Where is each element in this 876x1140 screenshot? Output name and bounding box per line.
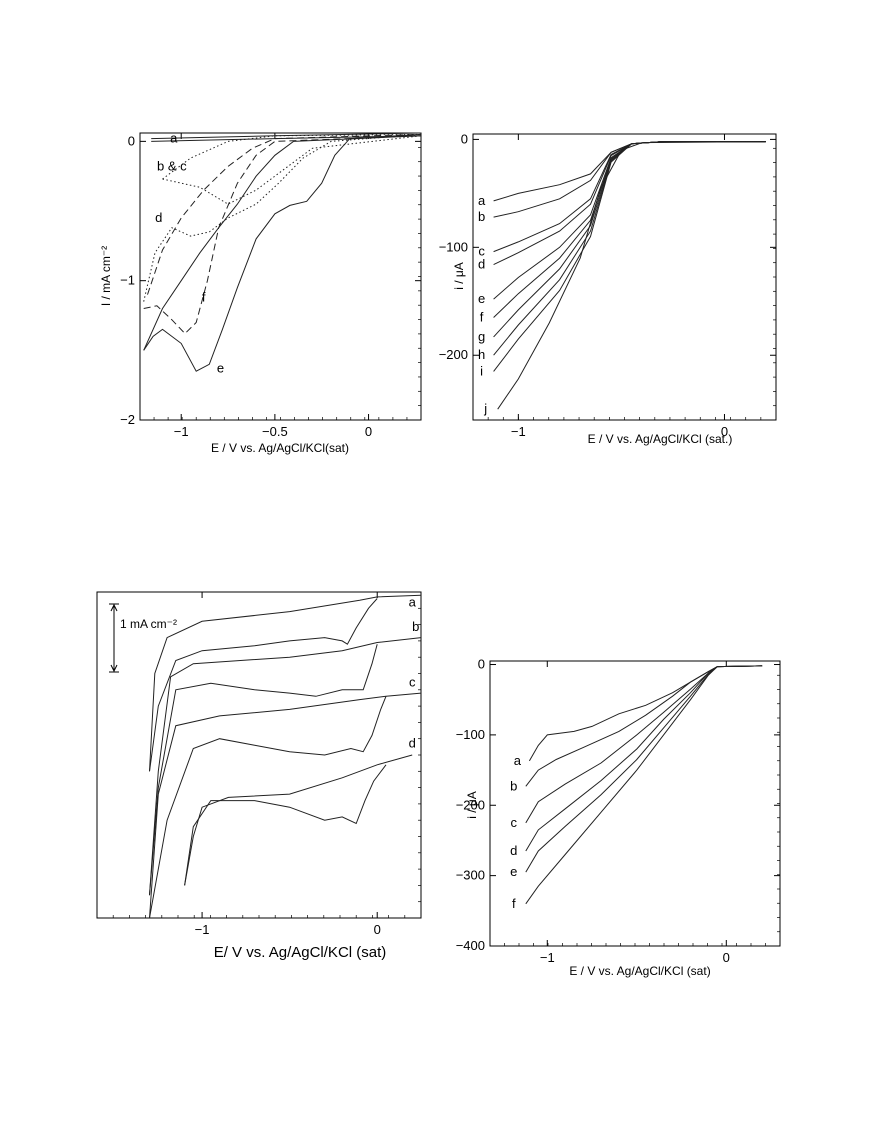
series-label: d [478, 257, 485, 272]
series-line-e [525, 665, 763, 873]
series-line-f [493, 141, 766, 318]
x-axis-label: E/ V vs. Ag/AgCl/KCl (sat) [214, 944, 387, 961]
series-line-h [493, 141, 766, 356]
y-tick-label: −2 [120, 412, 135, 427]
series-label: e [478, 291, 485, 306]
y-tick-label: −100 [456, 727, 485, 742]
series-line-d [525, 665, 763, 852]
plot-frame [96, 591, 422, 919]
panel-p1: −1 −0.5 0 0 −1 −2 E / V vs. Ag/AgCl/KCl(sat) I … [99, 131, 422, 455]
panel-p3: −1 0 E/ V vs. Ag/AgCl/KCl (sat) ab c d 1 mA cm… [96, 591, 422, 961]
series-line [151, 135, 422, 142]
arrow-down-icon [110, 664, 118, 673]
series-line-i [493, 141, 766, 372]
series-line-a [493, 141, 766, 202]
series-line [143, 135, 422, 351]
series-line-a [149, 594, 422, 772]
y-tick-label: 0 [461, 131, 468, 146]
series-label: e [217, 360, 224, 375]
series-label: d [155, 210, 162, 225]
series-line [162, 135, 422, 205]
x-tick-label: −1 [540, 950, 555, 965]
x-tick-label: 0 [374, 922, 381, 937]
x-axis-label: E / V vs. Ag/AgCl/KCl (sat) [569, 964, 710, 978]
y-tick-label: −400 [456, 938, 485, 953]
x-tick-label: 0 [721, 424, 728, 439]
series-line-j [497, 141, 766, 410]
series-label: e [510, 864, 517, 879]
x-axis-label: E / V vs. Ag/AgCl/KCl (sat.) [588, 432, 733, 446]
series-line-b [525, 665, 763, 787]
plot-frame [489, 660, 781, 947]
scale-bar-label: 1 mA cm⁻² [120, 617, 177, 631]
series-line-c [525, 665, 763, 824]
series-line-a [528, 665, 763, 762]
series-label: c [409, 675, 416, 690]
series-label: f [512, 896, 516, 911]
series-line-d [184, 764, 387, 886]
y-tick-label: −100 [439, 239, 468, 254]
series-label: a [170, 131, 178, 146]
series-line-e [493, 141, 766, 300]
series-line-c [149, 692, 422, 919]
series-label: b & c [157, 158, 187, 173]
series-label: j [483, 401, 487, 416]
y-tick-label: −200 [456, 797, 485, 812]
x-axis-label: E / V vs. Ag/AgCl/KCl(sat) [211, 441, 349, 455]
x-tick-label: −1 [511, 424, 526, 439]
x-tick-label: 0 [365, 424, 372, 439]
series-label: c [478, 244, 485, 259]
series-label: d [409, 735, 416, 750]
series-line-b [493, 141, 766, 218]
y-tick-label: 0 [128, 133, 135, 148]
series-line [151, 132, 422, 140]
series-line [147, 133, 422, 295]
x-tick-label: 0 [723, 950, 730, 965]
x-tick-label: −1 [174, 424, 189, 439]
series-line-d [493, 141, 766, 266]
series-label: a [478, 193, 486, 208]
series-line [143, 135, 422, 335]
series-line [143, 133, 422, 372]
series-label: h [478, 347, 485, 362]
series-label: d [510, 843, 517, 858]
series-label: a [409, 594, 417, 609]
y-axis-label: I / mA cm⁻² [99, 246, 113, 306]
plot-frame [139, 132, 422, 421]
x-tick-label: −0.5 [262, 424, 288, 439]
y-tick-label: 0 [478, 657, 485, 672]
series-line-d [184, 754, 413, 886]
series-label: f [480, 309, 484, 324]
arrow-up-icon [110, 603, 118, 612]
series-line-c [149, 696, 387, 919]
series-line-a [149, 598, 378, 772]
series-label: c [511, 815, 518, 830]
y-axis-label: i / μA [452, 262, 466, 290]
series-label: a [514, 753, 522, 768]
series-line-f [525, 665, 763, 905]
series-label: b [412, 619, 419, 634]
series-label: f [202, 289, 206, 304]
series-label: b [478, 209, 485, 224]
y-tick-label: −200 [439, 347, 468, 362]
series-line-c [493, 141, 766, 253]
x-tick-label: −1 [195, 922, 210, 937]
series-label: g [478, 329, 485, 344]
y-tick-label: −300 [456, 868, 485, 883]
series-label: b [510, 778, 517, 793]
y-tick-label: −1 [120, 273, 135, 288]
y-axis-label: i / μA [465, 791, 479, 819]
series-line-b [149, 637, 422, 896]
series-line-b [149, 644, 378, 896]
series-label: i [480, 363, 483, 378]
